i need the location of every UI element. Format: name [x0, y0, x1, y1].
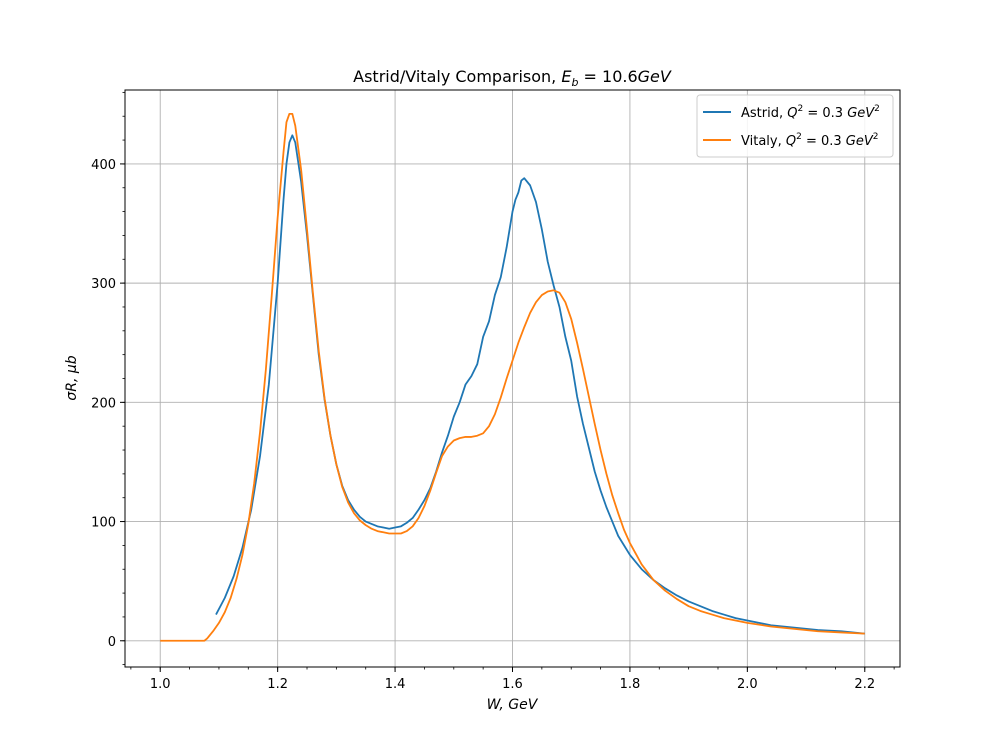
legend: Astrid, Q2 = 0.3 GeV2 Vitaly, Q2 = 0.3 G… [696, 94, 894, 158]
x-tick-label: 2.2 [854, 677, 875, 692]
x-tick-label: 1.4 [385, 677, 406, 692]
x-tick-label: 1.8 [620, 677, 641, 692]
y-tick-label: 0 [108, 635, 116, 650]
legend-label-vitaly: Vitaly, Q2 = 0.3 GeV2 [741, 132, 879, 149]
legend-label-astrid: Astrid, Q2 = 0.3 GeV2 [741, 104, 880, 121]
y-tick-label: 400 [91, 158, 116, 173]
x-tick-label: 2.0 [737, 677, 758, 692]
y-tick-label: 300 [91, 277, 116, 292]
chart-title: Astrid/Vitaly Comparison, Eb = 10.6GeV [353, 67, 672, 89]
series-group [160, 112, 865, 642]
y-axis: 0 100 200 300 400 [91, 91, 125, 666]
y-tick-label: 200 [91, 396, 116, 411]
x-tick-label: 1.0 [150, 677, 171, 692]
y-axis-label: σR, μb [64, 355, 80, 400]
y-tick-label: 100 [91, 516, 116, 531]
x-axis-label: W, GeV [487, 697, 539, 713]
x-axis: 1.0 1.2 1.4 1.6 1.8 2.0 2.2 [130, 667, 895, 692]
series-line-vitaly [160, 112, 865, 642]
grid [125, 90, 900, 667]
legend-box [696, 94, 894, 158]
x-tick-label: 1.6 [502, 677, 523, 692]
x-tick-label: 1.2 [267, 677, 288, 692]
